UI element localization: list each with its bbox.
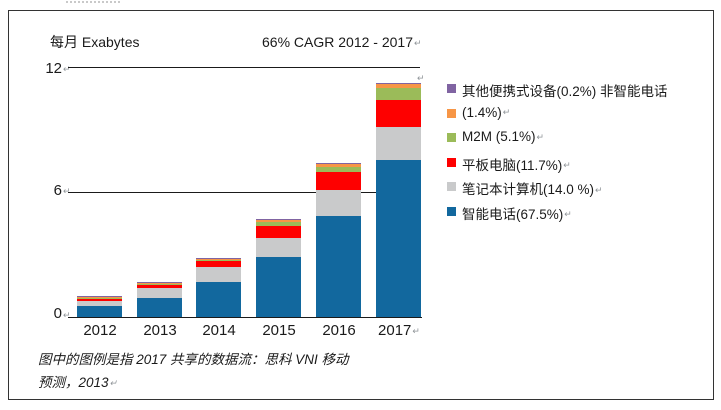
bar-segment — [256, 218, 301, 220]
legend-label: M2M (5.1%)↵ — [462, 129, 544, 144]
legend-label: 笔记本计算机(14.0 %)↵ — [462, 178, 603, 198]
bar-segment — [196, 259, 241, 262]
x-label-2015: 2015 — [262, 322, 296, 339]
bar-2013 — [137, 282, 182, 317]
bar-segment — [376, 159, 421, 317]
line-break-mark: ↵ — [563, 160, 571, 171]
x-label-2014: 2014 — [202, 322, 236, 339]
y-tick-0: 0 — [53, 305, 62, 322]
bar-segment — [196, 258, 241, 260]
legend-label: 平板电脑(11.7%)↵ — [462, 154, 571, 174]
chart-border-frame — [8, 10, 714, 400]
chart-title: 66% CAGR 2012 - 2017↵ — [262, 34, 422, 50]
line-break-mark: ↵ — [417, 73, 425, 83]
bar-segment — [77, 306, 122, 317]
legend-label-text: 智能电话(67.5%) — [462, 206, 564, 222]
line-break-mark: ↵ — [595, 184, 603, 195]
source-footnote: 图中的图例是指 2017 共享的数据流：思科 VNI 移动 预测，2013↵ — [38, 348, 349, 395]
legend-label: 其他便携式设备(0.2%) 非智能电话 — [462, 84, 668, 99]
bar-segment — [137, 297, 182, 317]
bar-segment — [376, 83, 421, 85]
bar-segment — [196, 257, 241, 259]
bar-segment — [196, 261, 241, 268]
bar-segment — [376, 84, 421, 88]
legend-swatch-purple — [447, 84, 456, 93]
legend-label-text: 平板电脑(11.7%) — [462, 157, 563, 173]
bar-segment — [77, 297, 122, 299]
bar-segment — [77, 296, 122, 298]
y-axis-unit-text: 每月 Exabytes — [50, 34, 140, 50]
bar-segment — [256, 256, 301, 317]
x-axis-labels: 2012 2013 2014 2015 2016 2017↵ — [68, 322, 422, 342]
bar-segment — [137, 284, 182, 286]
bar-segment — [196, 282, 241, 317]
legend-label-text: 笔记本计算机(14.0 %) — [462, 182, 595, 197]
bar-segment — [137, 282, 182, 284]
x-label-2017: 2017↵ — [369, 322, 429, 339]
line-break-mark: ↵ — [63, 186, 71, 196]
legend-label-text: (1.4%) — [462, 104, 502, 120]
bar-segment — [256, 225, 301, 238]
line-break-mark: ↵ — [63, 64, 71, 74]
bar-segment — [316, 164, 361, 168]
line-break-mark: ↵ — [109, 377, 118, 388]
x-label-2012: 2012 — [83, 322, 117, 339]
bar-segment — [256, 237, 301, 257]
plot-area — [68, 67, 422, 318]
bar-segment — [316, 162, 361, 165]
bar-segment — [137, 285, 182, 289]
x-label-2016: 2016 — [322, 322, 356, 339]
chart-title-text: 66% CAGR 2012 - 2017 — [262, 34, 413, 50]
bar-segment — [77, 300, 122, 307]
line-break-mark: ↵ — [564, 209, 572, 220]
line-break-mark: ↵ — [502, 107, 511, 118]
legend-swatch-blue — [447, 206, 456, 216]
bar-segment — [256, 219, 301, 222]
legend-swatch-orange — [447, 108, 456, 118]
gridline-6 — [68, 192, 420, 193]
legend-label-text: M2M (5.1%) — [462, 129, 536, 144]
bar-segment — [376, 87, 421, 100]
bar-2015 — [256, 218, 301, 317]
bar-segment — [77, 299, 122, 301]
x-label-2017-text: 2017 — [378, 322, 412, 339]
bar-segment — [77, 298, 122, 300]
line-break-mark: ↵ — [413, 37, 422, 48]
bar-2014 — [196, 257, 241, 317]
x-axis-line — [68, 317, 422, 318]
bar-segment — [316, 215, 361, 317]
legend-swatch-gray — [447, 182, 456, 191]
bar-2016 — [316, 162, 361, 317]
line-break-mark: ↵ — [536, 131, 545, 142]
line-break-mark: ↵ — [63, 310, 71, 320]
line-break-mark: ↵ — [412, 325, 420, 336]
bar-2017 — [376, 83, 421, 317]
bar-segment — [137, 283, 182, 285]
legend-swatch-red — [447, 157, 456, 167]
bar-2012 — [77, 296, 122, 317]
bar-segment — [316, 189, 361, 216]
y-axis-unit-title: 每月 Exabytes — [50, 32, 139, 52]
bar-segment — [316, 172, 361, 190]
footnote-line-2-text: 预测，2013 — [38, 375, 109, 390]
footnote-line-2: 预测，2013↵ — [38, 371, 349, 395]
legend-label: 智能电话(67.5%)↵ — [462, 203, 572, 223]
footnote-line-1: 图中的图例是指 2017 共享的数据流：思科 VNI 移动 — [38, 352, 349, 367]
y-tick-6: 6 — [53, 182, 62, 199]
y-tick-12: 12 — [45, 60, 62, 77]
bar-segment — [376, 126, 421, 160]
dotted-anchor-marker — [66, 1, 120, 3]
x-label-2013: 2013 — [143, 322, 177, 339]
gridline-12 — [68, 67, 420, 68]
bar-segment — [137, 288, 182, 298]
legend-label: (1.4%)↵ — [462, 105, 510, 120]
bar-segment — [196, 267, 241, 282]
bar-segment — [376, 99, 421, 127]
bar-segment — [316, 167, 361, 173]
legend-swatch-green — [447, 133, 456, 142]
bar-segment — [256, 221, 301, 226]
